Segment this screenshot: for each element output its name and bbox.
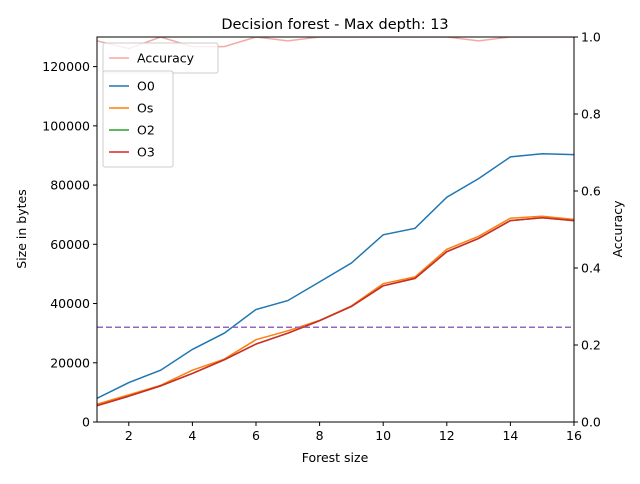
- chart-title: Decision forest - Max depth: 13: [221, 17, 448, 33]
- x-axis-label: Forest size: [302, 450, 369, 465]
- y2-tick-label: 0.8: [581, 107, 601, 122]
- legend-label: Accuracy: [137, 51, 195, 66]
- y-tick-label: 40000: [50, 296, 90, 311]
- y2-tick-label: 0.6: [581, 184, 601, 199]
- x-tick-label: 4: [188, 428, 196, 443]
- y-tick-label: 20000: [50, 355, 90, 370]
- series-line-o3: [97, 216, 574, 407]
- plot-frame: [96, 36, 575, 423]
- x-tick-label: 2: [125, 428, 133, 443]
- y-tick-label: 100000: [42, 118, 90, 133]
- y-tick-label: 60000: [50, 237, 90, 252]
- x-tick-label: 16: [566, 428, 582, 443]
- y2-tick-label: 0.4: [581, 261, 601, 276]
- y2-tick-label: 1.0: [581, 30, 601, 45]
- x-tick-label: 10: [375, 428, 391, 443]
- y-axis-label: Size in bytes: [14, 189, 29, 268]
- legend: Accuracy O0 Os O2 O3: [102, 42, 219, 168]
- y-tick-label: 120000: [42, 59, 90, 74]
- y2-axis-label: Accuracy: [610, 200, 625, 258]
- plot-area: [97, 37, 574, 407]
- y2-tick-label: 0.0: [581, 415, 601, 430]
- legend-label: O3: [137, 145, 155, 160]
- series-line-os: [97, 215, 574, 405]
- y2-tick-label: 0.2: [581, 338, 601, 353]
- y-tick-label: 80000: [50, 178, 90, 193]
- series-line-o0: [97, 152, 574, 399]
- x-tick-label: 14: [502, 428, 518, 443]
- y-tick-label: 0: [82, 415, 90, 430]
- axes: 2 4 6 8 10 12 14 16 0 20000 40000 60000 80000 100000 1…: [42, 30, 601, 444]
- x-tick-label: 8: [316, 428, 324, 443]
- legend-accuracy: Accuracy: [102, 42, 219, 74]
- x-tick-label: 12: [439, 428, 455, 443]
- legend-label: O2: [137, 123, 155, 138]
- legend-label: Os: [137, 101, 153, 116]
- legend-label: O0: [137, 79, 155, 94]
- series-line-accuracy: [97, 37, 574, 50]
- series-line-o2: [97, 216, 574, 407]
- legend-sizes: O0 Os O2 O3: [102, 70, 174, 168]
- x-tick-label: 6: [252, 428, 260, 443]
